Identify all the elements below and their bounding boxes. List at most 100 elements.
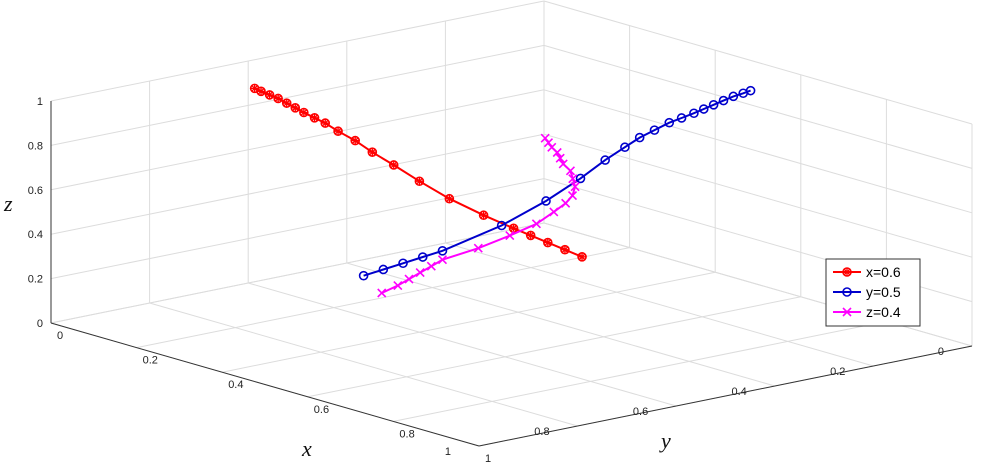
data-point xyxy=(309,113,320,123)
x-tick-label: 0 xyxy=(938,346,944,358)
x-tick-label: 0.8 xyxy=(534,426,549,438)
data-point xyxy=(437,246,448,256)
data-point xyxy=(444,193,455,204)
data-point xyxy=(664,117,675,128)
data-point xyxy=(414,176,425,187)
data-point xyxy=(558,159,568,169)
data-point xyxy=(404,274,414,284)
legend-label: z=0.4 xyxy=(866,304,901,320)
z-tick-label: 0.4 xyxy=(28,229,43,241)
data-point xyxy=(728,91,739,102)
data-point xyxy=(273,93,283,104)
data-point xyxy=(561,198,571,208)
data-point xyxy=(417,252,428,262)
data-point xyxy=(358,270,369,281)
data-point xyxy=(634,132,645,143)
floor-gridline xyxy=(248,282,677,407)
data-point xyxy=(689,108,699,119)
data-point xyxy=(745,85,756,96)
tick-labels: 0 0.2 0.4 0.6 0.8 1 0 0.2 0.4 0.6 0.8 1 0 0.2 0.4 0.6 0.… xyxy=(28,96,944,465)
y-tick-label: 0.2 xyxy=(143,355,158,367)
data-point xyxy=(708,100,719,110)
x-axis-line xyxy=(50,322,480,447)
data-point xyxy=(575,173,586,184)
data-point xyxy=(543,138,554,148)
legend: x=0.6 y=0.5 z=0.4 xyxy=(825,258,921,327)
legend-marker xyxy=(842,307,852,317)
data-point xyxy=(264,90,275,100)
data-point xyxy=(333,126,343,137)
y-tick-label: 0 xyxy=(57,330,63,342)
data-point xyxy=(281,98,292,108)
y-axis-label: y xyxy=(659,428,671,453)
wall-gridline xyxy=(543,0,973,125)
z-tick-label: 0 xyxy=(37,318,43,330)
legend-label: x=0.6 xyxy=(866,264,901,280)
data-point xyxy=(426,261,436,271)
data-point xyxy=(320,118,331,128)
data-point xyxy=(393,280,403,291)
floor-gridline xyxy=(136,247,630,349)
data-point xyxy=(620,142,630,153)
wall-gridline xyxy=(50,178,545,280)
series-layer xyxy=(249,83,756,298)
z-tick-label: 0.2 xyxy=(28,274,43,286)
wall-gridline xyxy=(50,89,545,191)
data-point xyxy=(547,142,557,152)
data-point xyxy=(541,196,551,206)
y-tick-label: 0.6 xyxy=(314,404,329,416)
y-tick-label: 1 xyxy=(485,453,491,465)
data-point xyxy=(496,220,507,231)
data-point xyxy=(437,255,448,265)
legend-label: y=0.5 xyxy=(866,284,901,300)
data-point xyxy=(299,107,309,118)
y-axis-line xyxy=(478,345,973,447)
data-point xyxy=(388,160,399,170)
data-point xyxy=(531,219,541,229)
data-point xyxy=(698,104,709,114)
wall-gridline xyxy=(543,133,973,258)
data-point xyxy=(367,147,378,157)
floor-gridline xyxy=(222,271,716,373)
data-point xyxy=(540,133,550,143)
data-point xyxy=(508,223,519,234)
wall-gridline xyxy=(50,0,545,102)
data-point xyxy=(377,288,387,298)
data-point xyxy=(560,244,570,255)
axes-frame xyxy=(50,101,973,447)
wall-gridline xyxy=(50,44,545,146)
data-point xyxy=(378,264,389,275)
data-point xyxy=(542,237,553,248)
data-point xyxy=(290,103,301,113)
wall-gridline xyxy=(50,133,545,235)
floor-gridline xyxy=(307,296,801,398)
data-point xyxy=(568,174,578,184)
data-point xyxy=(565,166,576,176)
wall-gridline xyxy=(543,44,973,169)
x-tick-label: 0.2 xyxy=(830,366,845,378)
legend-marker xyxy=(842,287,852,297)
data-point xyxy=(600,155,610,165)
x-tick-label: 1 xyxy=(445,446,451,458)
data-point xyxy=(505,230,515,241)
data-point xyxy=(555,153,565,163)
floor-gridline xyxy=(149,302,578,427)
data-point xyxy=(398,258,408,269)
data-point xyxy=(718,95,729,106)
data-point xyxy=(649,125,660,135)
data-point xyxy=(249,83,260,94)
data-point xyxy=(350,135,361,146)
z-tick-label: 0.6 xyxy=(28,185,43,197)
x-tick-label: 0.6 xyxy=(633,406,648,418)
data-point xyxy=(570,182,580,192)
data-point xyxy=(525,230,536,241)
z-axis-label: z xyxy=(3,191,13,216)
y-tick-label: 0.8 xyxy=(399,428,414,440)
data-point xyxy=(549,207,559,217)
floor-gridline xyxy=(445,242,874,367)
legend-entries: x=0.6 y=0.5 z=0.4 xyxy=(833,264,901,320)
wall-gridline xyxy=(543,89,973,214)
x-tick-label: 0.4 xyxy=(732,386,747,398)
z-tick-label: 1 xyxy=(37,96,43,108)
